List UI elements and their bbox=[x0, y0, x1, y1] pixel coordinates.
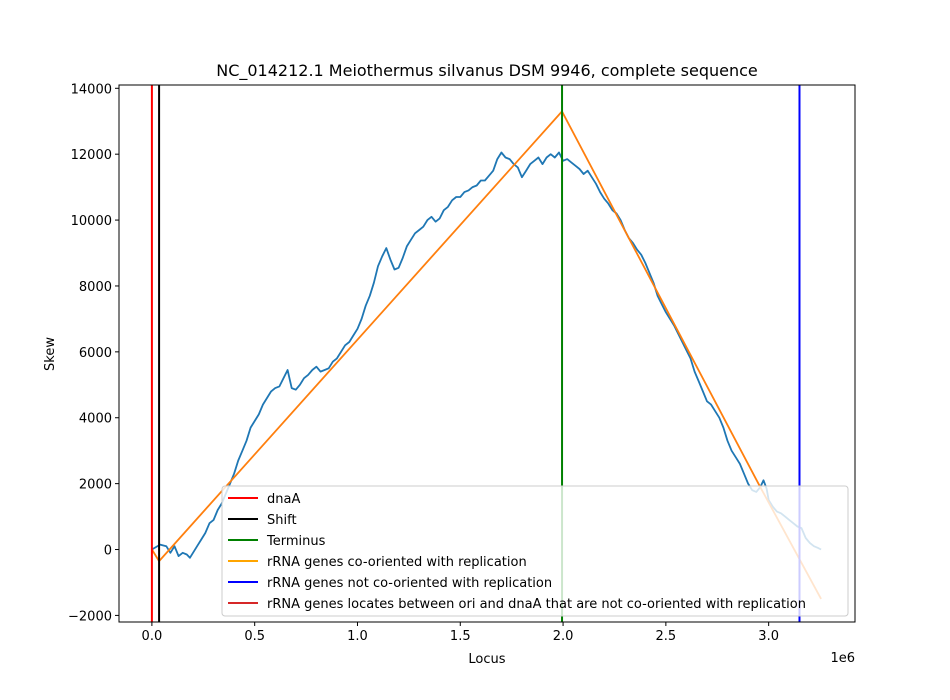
y-axis-label: Skew bbox=[43, 337, 58, 371]
x-tick-label: 2.0 bbox=[553, 629, 574, 644]
y-tick-label: 14000 bbox=[71, 82, 112, 97]
y-tick-label: 12000 bbox=[71, 148, 112, 163]
legend-box bbox=[221, 485, 849, 617]
legend-label: Terminus bbox=[266, 534, 326, 549]
y-tick-label: 10000 bbox=[71, 214, 112, 229]
legend-label: dnaA bbox=[267, 492, 300, 507]
x-tick-label: 2.5 bbox=[656, 629, 677, 644]
y-axis-ticks: −2000 0 2000 4000 6000 8000 10000 12000 14000 bbox=[68, 82, 119, 624]
legend-label: rRNA genes locates between ori and dnaA … bbox=[267, 597, 806, 612]
y-tick-label: 0 bbox=[104, 544, 112, 559]
y-tick-label: 2000 bbox=[79, 478, 112, 493]
x-axis-offset-label: 1e6 bbox=[830, 651, 855, 666]
legend-label: rRNA genes not co-oriented with replicat… bbox=[267, 576, 552, 591]
x-tick-label: 1.5 bbox=[450, 629, 471, 644]
y-tick-label: −2000 bbox=[68, 609, 112, 624]
x-tick-label: 0.0 bbox=[142, 629, 163, 644]
x-tick-label: 1.0 bbox=[347, 629, 368, 644]
x-tick-label: 3.0 bbox=[758, 629, 779, 644]
y-tick-label: 4000 bbox=[79, 412, 112, 427]
y-tick-label: 6000 bbox=[79, 346, 112, 361]
legend: dnaA Shift Terminus rRNA genes co-oriented … bbox=[221, 485, 849, 617]
x-axis-ticks: 0.0 0.5 1.0 1.5 2.0 2.5 3.0 bbox=[142, 622, 779, 644]
plot-frame bbox=[118, 84, 856, 623]
x-tick-label: 0.5 bbox=[244, 629, 265, 644]
legend-label: Shift bbox=[267, 513, 297, 528]
y-tick-label: 8000 bbox=[79, 280, 112, 295]
legend-label: rRNA genes co-oriented with replication bbox=[267, 555, 527, 570]
series-line-1 bbox=[151, 151, 822, 559]
x-axis-label: Locus bbox=[468, 652, 505, 667]
chart-title: NC_014212.1 Meiothermus silvanus DSM 994… bbox=[216, 61, 758, 81]
